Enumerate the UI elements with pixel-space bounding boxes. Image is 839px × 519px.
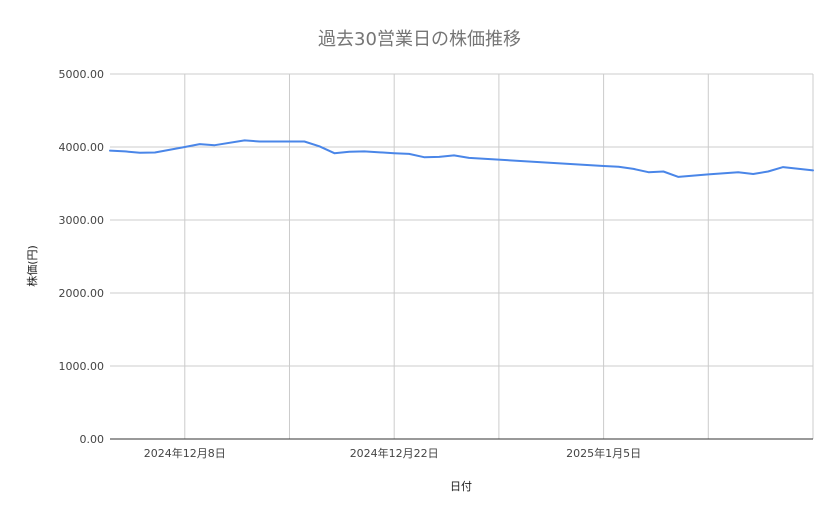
grid [110, 73, 814, 439]
y-tick-label: 5000.00 [59, 68, 105, 81]
y-tick-label: 0.00 [80, 433, 105, 446]
x-tick-label: 2024年12月8日 [144, 446, 226, 460]
x-tick-label: 2024年12月22日 [350, 446, 439, 460]
y-tick-label: 4000.00 [59, 141, 105, 154]
y-tick-label: 1000.00 [59, 360, 105, 373]
y-tick-label: 3000.00 [59, 214, 105, 227]
chart-title: 過去30営業日の株価推移 [318, 29, 521, 50]
x-tick-label: 2025年1月5日 [566, 446, 641, 460]
y-axis-label: 株価(円) [25, 245, 39, 287]
x-axis-label: 日付 [450, 480, 472, 493]
x-axis-ticks: 2024年12月8日 2024年12月22日 2025年1月5日 [144, 446, 641, 460]
y-axis-ticks: 0.00 1000.00 2000.00 3000.00 4000.00 5000.00 [59, 68, 105, 446]
series-line [109, 139, 814, 178]
y-tick-label: 2000.00 [59, 287, 105, 300]
